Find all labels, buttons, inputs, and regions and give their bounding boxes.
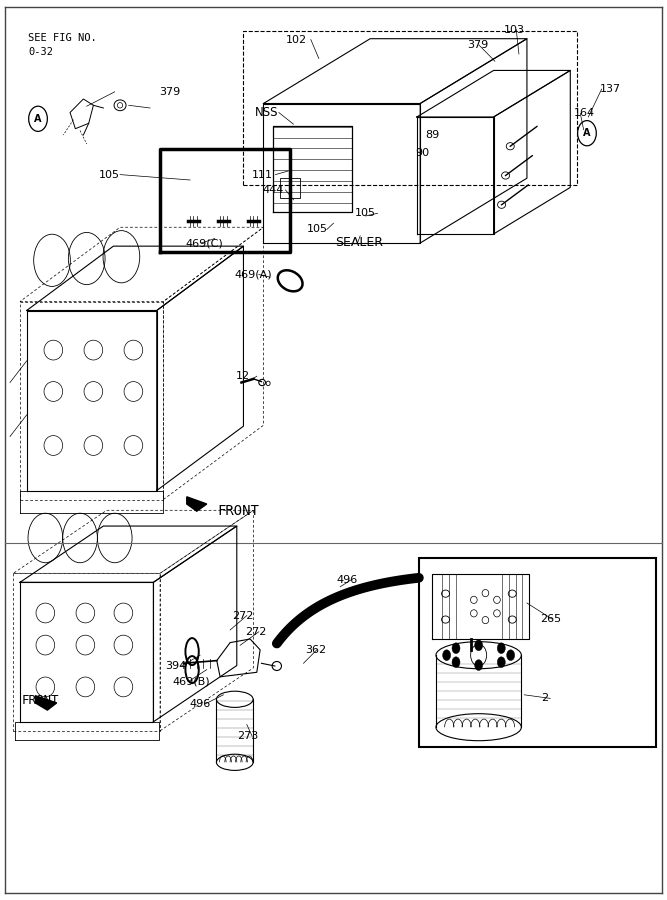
Text: 469(A): 469(A) bbox=[235, 269, 272, 280]
Text: A: A bbox=[34, 113, 42, 124]
Text: 496: 496 bbox=[189, 698, 211, 709]
Text: 469(B): 469(B) bbox=[172, 676, 209, 687]
Text: 265: 265 bbox=[540, 614, 562, 625]
Circle shape bbox=[498, 657, 506, 668]
Text: 111: 111 bbox=[252, 169, 273, 180]
Circle shape bbox=[475, 660, 483, 670]
Text: 137: 137 bbox=[600, 84, 622, 94]
Circle shape bbox=[498, 643, 506, 653]
Bar bbox=[243, 32, 577, 184]
Text: SEALER: SEALER bbox=[335, 237, 383, 249]
Text: 272: 272 bbox=[245, 626, 266, 637]
Text: 103: 103 bbox=[504, 24, 525, 35]
Text: 102: 102 bbox=[285, 34, 307, 45]
Text: 105: 105 bbox=[99, 169, 119, 180]
Text: NSS: NSS bbox=[255, 106, 278, 119]
Circle shape bbox=[443, 650, 451, 661]
Circle shape bbox=[29, 106, 47, 131]
Bar bbox=[280, 178, 300, 198]
Text: SEE FIG NO.: SEE FIG NO. bbox=[28, 32, 97, 43]
Ellipse shape bbox=[114, 100, 126, 111]
Polygon shape bbox=[35, 696, 57, 710]
Ellipse shape bbox=[502, 172, 510, 179]
Text: 164: 164 bbox=[574, 108, 595, 119]
Text: 444: 444 bbox=[262, 184, 283, 195]
Circle shape bbox=[452, 657, 460, 668]
Text: 105: 105 bbox=[307, 224, 327, 235]
Ellipse shape bbox=[506, 142, 514, 149]
Text: 379: 379 bbox=[467, 40, 488, 50]
Circle shape bbox=[507, 650, 515, 661]
Text: 394: 394 bbox=[165, 661, 187, 671]
Text: 0-32: 0-32 bbox=[28, 47, 53, 58]
Circle shape bbox=[452, 643, 460, 653]
Text: 90: 90 bbox=[415, 148, 429, 158]
Text: 89: 89 bbox=[426, 130, 440, 140]
Polygon shape bbox=[187, 497, 207, 511]
Text: 12: 12 bbox=[235, 371, 249, 382]
Text: 273: 273 bbox=[237, 731, 258, 742]
Ellipse shape bbox=[498, 201, 506, 209]
Text: 105: 105 bbox=[355, 208, 376, 219]
Text: 272: 272 bbox=[232, 610, 253, 621]
Bar bbox=[419, 558, 656, 747]
Circle shape bbox=[475, 640, 483, 651]
Text: 469(C): 469(C) bbox=[185, 238, 223, 248]
Text: A: A bbox=[583, 128, 591, 139]
Text: 496: 496 bbox=[337, 574, 358, 585]
Text: FRONT: FRONT bbox=[22, 694, 59, 706]
Text: FRONT: FRONT bbox=[217, 504, 259, 518]
Text: 379: 379 bbox=[159, 86, 180, 97]
Text: 362: 362 bbox=[305, 644, 326, 655]
Text: 2: 2 bbox=[542, 693, 549, 704]
Circle shape bbox=[578, 121, 596, 146]
